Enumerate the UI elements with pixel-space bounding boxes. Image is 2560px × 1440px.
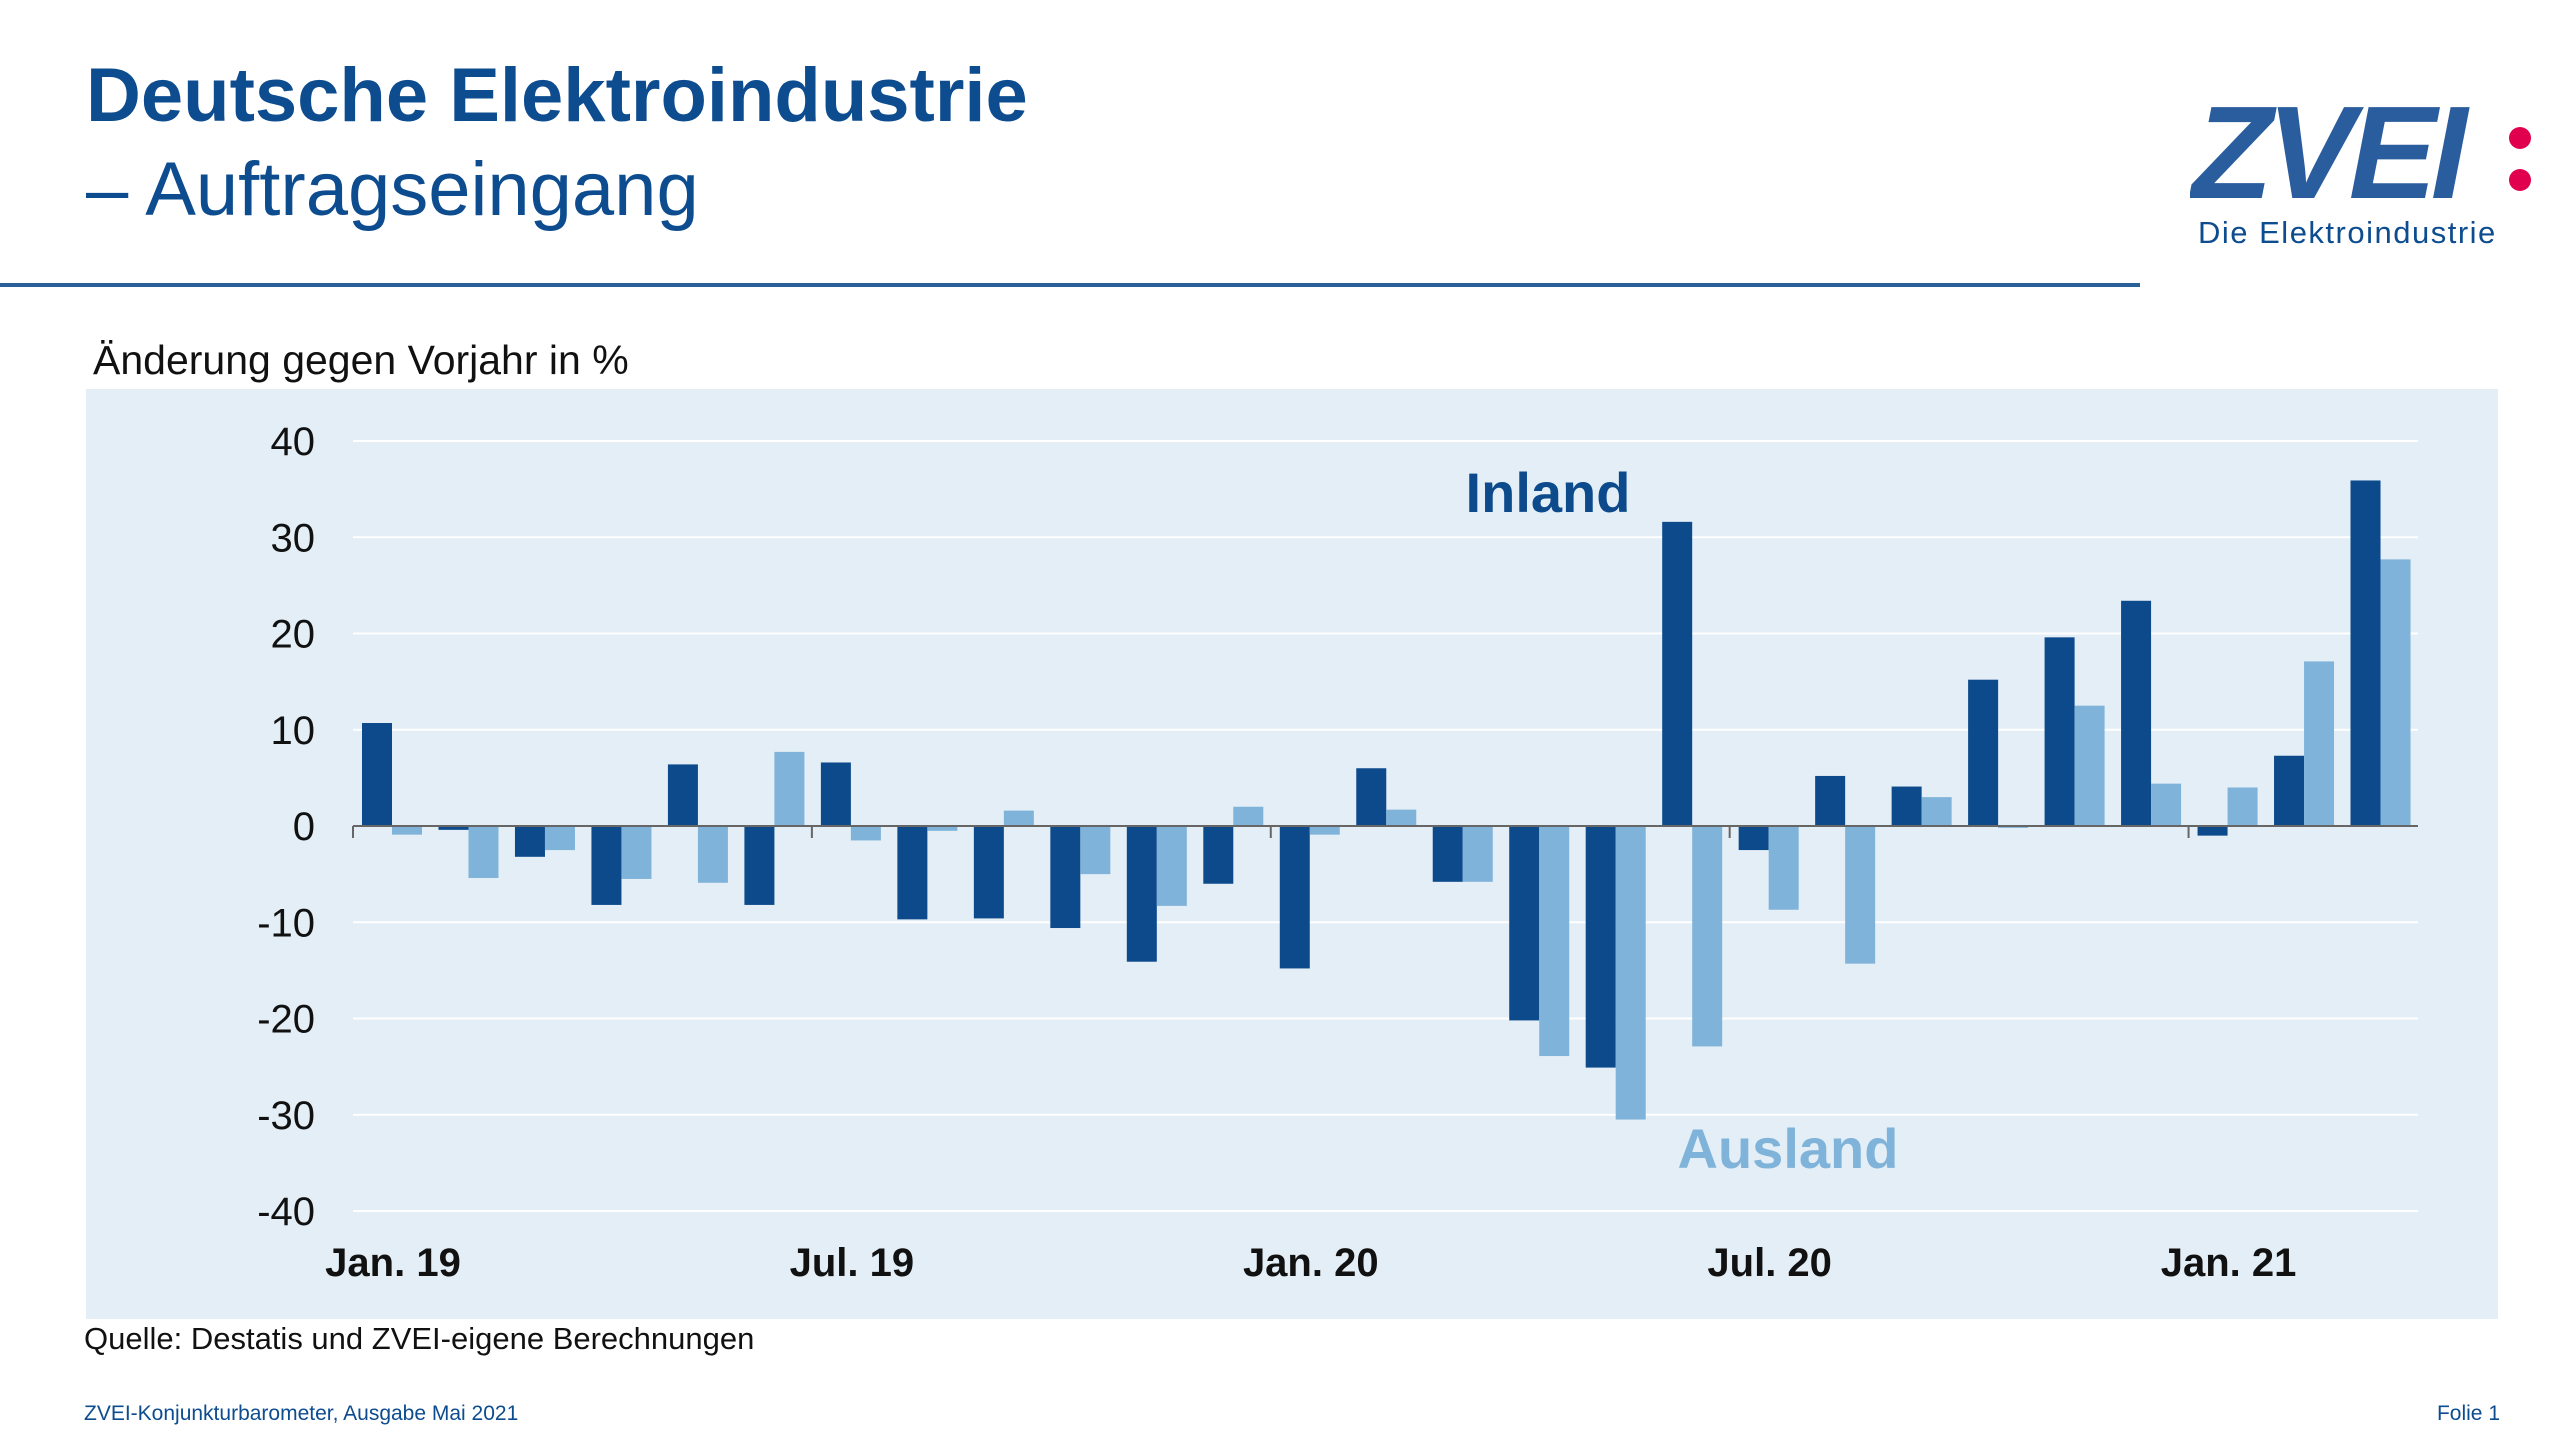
bar-ausland [2227,787,2258,826]
y-axis-caption: Änderung gegen Vorjahr in % [93,337,629,383]
y-tick-label: -20 [257,998,315,1042]
bar-ausland [1768,826,1799,910]
x-tick-label: Jan. 19 [325,1241,461,1285]
bar-inland [514,826,545,857]
bar-inland [1662,521,1693,826]
y-tick-label: -40 [257,1190,315,1234]
bar-inland [744,826,775,905]
zvei-logo: ZVEI [2190,80,2531,226]
bar-inland [1356,768,1387,826]
bar-ausland [621,826,652,879]
bar-ausland [392,826,422,835]
bar-ausland [1539,826,1570,1057]
x-tick-label: Jan. 20 [1243,1241,1379,1285]
bar-ausland [1462,826,1493,882]
bar-inland [820,762,851,826]
bar-inland [1126,826,1157,962]
y-tick-label: 40 [271,420,316,464]
bar-ausland [774,751,805,826]
logo-dot-upper [2509,127,2531,149]
bar-inland [1279,826,1310,969]
bar-ausland [468,826,499,878]
bar-ausland [1692,826,1723,1047]
bar-ausland [2380,559,2411,826]
bar-ausland [544,826,575,851]
bar-inland [1509,826,1540,1021]
bar-inland [2350,480,2381,826]
bar-inland [2274,755,2305,826]
bar-inland [1203,826,1234,884]
footer-slide-number: Folie 1 [2436,1402,2500,1425]
bar-ausland [1386,809,1417,826]
series-labels: Inland Ausland [1466,461,1899,1180]
page-subtitle: – Auftragseingang [86,147,699,232]
logo-wordmark: ZVEI [2190,80,2470,226]
bar-ausland [850,826,881,841]
series-label-ausland: Ausland [1678,1117,1899,1180]
bar-inland [1968,679,1999,826]
bar-inland [362,723,392,826]
bar-inland [1891,786,1922,826]
bar-ausland [927,826,958,831]
y-axis-ticks: 40 30 20 10 0 -10 -20 -30 -40 [257,420,315,1234]
logo-dot-lower [2509,169,2531,191]
x-tick-label: Jul. 19 [790,1241,915,1285]
bar-inland [1585,826,1616,1068]
bar-ausland [1080,826,1111,875]
bar-ausland [1615,826,1646,1120]
bar-inland [438,826,469,830]
bar-inland [2121,600,2152,826]
y-tick-label: 20 [271,613,316,657]
bar-inland [973,826,1004,919]
bar-ausland [1845,826,1876,964]
bar-ausland [1309,826,1340,835]
bars [362,480,2411,1120]
bar-inland [2197,826,2228,836]
logo-tagline: Die Elektroindustrie [2198,215,2497,250]
source-note: Quelle: Destatis und ZVEI-eigene Berechn… [84,1321,755,1356]
bar-ausland [1921,797,1952,826]
bar-inland [897,826,928,920]
bar-ausland [1156,826,1187,906]
bar-ausland [2304,661,2335,826]
bar-inland [2044,637,2075,826]
x-tick-label: Jul. 20 [1707,1241,1832,1285]
bar-ausland [2074,705,2105,826]
header-divider [0,283,2140,287]
bar-inland [1738,826,1769,851]
footer-publication: ZVEI-Konjunkturbarometer, Ausgabe Mai 20… [84,1402,519,1425]
y-tick-label: 10 [271,709,316,753]
page-title: Deutsche Elektroindustrie [86,53,1028,138]
bar-inland [1432,826,1463,882]
x-tick-label: Jan. 21 [2161,1241,2297,1285]
bar-ausland [2151,783,2182,826]
bar-ausland [1233,806,1264,826]
series-label-inland: Inland [1466,461,1631,524]
bar-inland [667,764,698,826]
y-tick-label: 0 [293,805,315,849]
y-tick-label: 30 [271,516,316,560]
y-tick-label: -30 [257,1094,315,1138]
bar-inland [1050,826,1081,929]
bar-ausland [1003,810,1034,826]
bar-ausland [697,826,728,883]
x-axis-ticks: Jan. 19 Jul. 19 Jan. 20 Jul. 20 Jan. 21 [325,826,2296,1285]
bar-inland [1815,775,1846,826]
y-tick-label: -10 [257,901,315,945]
bar-inland [591,826,622,905]
gridlines [353,440,2418,1212]
